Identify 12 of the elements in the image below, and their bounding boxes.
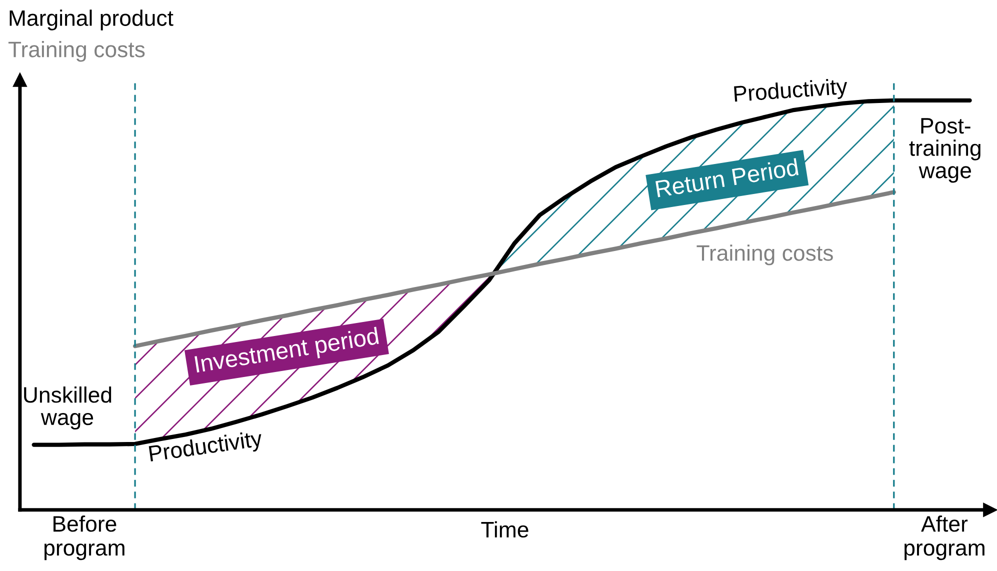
annotation: Productivity	[148, 430, 264, 466]
annotation: Productivity	[734, 78, 848, 106]
x-tick-label: Before program	[44, 515, 124, 560]
annotation: Investment period	[194, 326, 380, 378]
annotation: Training costs	[696, 244, 833, 266]
x-tick-label: After program	[904, 515, 984, 560]
annotation: Unskilled wage	[24, 386, 112, 430]
text: Training costs	[8, 41, 145, 62]
x-axis-title: Time	[481, 521, 528, 538]
annotation: Return Period	[655, 158, 799, 198]
y-axis-title: Marginal product	[10, 10, 174, 30]
annotation: Post- training wage	[909, 118, 980, 183]
